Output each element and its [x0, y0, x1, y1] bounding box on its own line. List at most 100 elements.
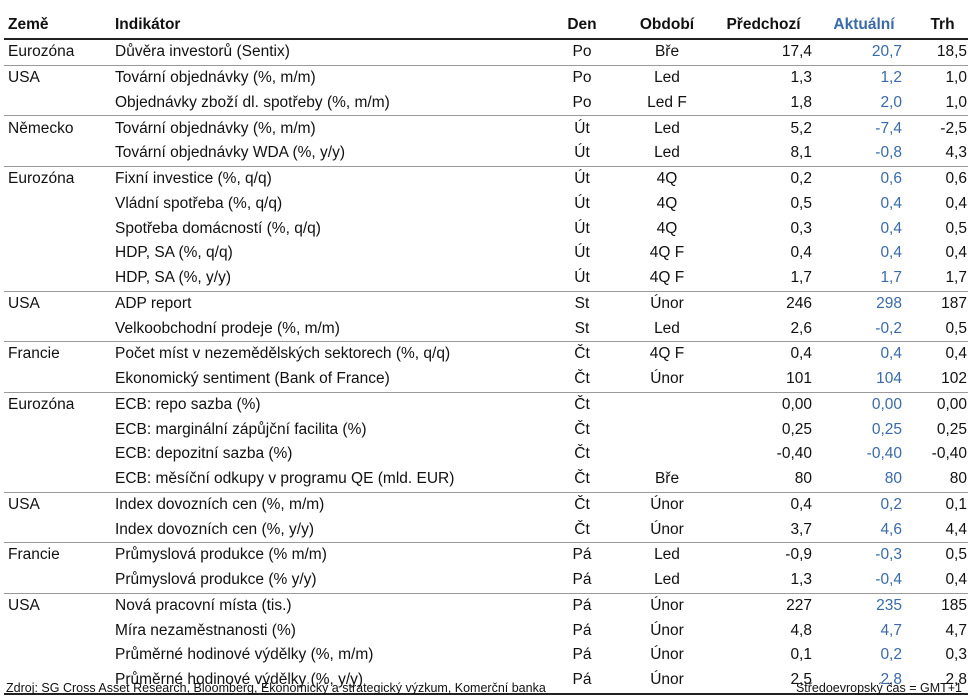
indicator-cell: Průmyslová produkce (% y/y): [113, 567, 543, 594]
actual-value: 0,4: [880, 194, 902, 212]
previous-value: 0,2: [790, 170, 812, 188]
market-value: 0,4: [945, 194, 967, 212]
country-cell: Eurozóna: [4, 39, 113, 66]
table-row: Vládní spotřeba (%, q/q) Út 4Q 0,5 0,4 0,4: [4, 192, 968, 217]
day-cell: Út: [543, 265, 621, 292]
table-row: Index dovozních cen (%, y/y) Čt Únor 3,7 4,6…: [4, 517, 968, 544]
day-cell: Čt: [574, 495, 590, 513]
day-cell: Čt: [574, 420, 590, 438]
day-cell: Čt: [574, 395, 590, 413]
table-header-row: Země Indikátor Den Období Předchozí Aktu…: [4, 12, 968, 40]
indicator-cell: Tovární objednávky WDA (%, y/y): [113, 141, 543, 167]
actual-value: -0,4: [814, 567, 914, 594]
indicator-cell: Index dovozních cen (%, m/m): [115, 495, 325, 513]
country-cell: [4, 618, 113, 643]
indicator-cell: ECB: repo sazba (%): [115, 395, 261, 413]
actual-value: -0,40: [866, 445, 902, 463]
actual-value: -0,3: [875, 546, 902, 564]
indicator-table: Země Indikátor Den Období Předchozí Aktu…: [4, 12, 968, 695]
period-cell: Únor: [650, 596, 684, 614]
country-cell: USA: [8, 69, 40, 87]
indicator-cell: Průmyslová produkce (% m/m): [115, 546, 327, 564]
indicator-cell: Průměrné hodinové výdělky (%, m/m): [115, 646, 374, 664]
day-cell: Pá: [572, 621, 592, 639]
actual-value: 0,2: [880, 646, 902, 664]
previous-value: 101: [713, 366, 814, 393]
table-row: Eurozóna Důvěra investorů (Sentix) Po Bře 17…: [4, 39, 968, 66]
day-cell: Po: [572, 69, 592, 87]
previous-value: 1,7: [713, 265, 814, 292]
table-row: USA Index dovozních cen (%, m/m) Čt Únor 0,4…: [4, 492, 968, 517]
country-cell: [4, 90, 113, 117]
market-value: 0,4: [914, 567, 968, 594]
day-cell: Čt: [543, 466, 621, 493]
period-cell: Led: [654, 546, 680, 564]
table-row: Průmyslová produkce (% y/y) Pá Led 1,3 -0,4 0…: [4, 567, 968, 594]
previous-value: 2,6: [713, 316, 814, 343]
day-cell: Út: [574, 219, 590, 237]
day-cell: Pá: [572, 546, 592, 564]
previous-value: 227: [786, 596, 812, 614]
market-value: 102: [914, 366, 968, 393]
day-cell: St: [574, 294, 590, 312]
market-value: 0,1: [945, 495, 967, 513]
actual-value: 0,00: [871, 395, 902, 413]
period-cell: 4Q: [656, 194, 678, 212]
day-cell: Pá: [543, 567, 621, 594]
table-row: Eurozóna ECB: repo sazba (%) Čt 0,00 0,00 0,0…: [4, 392, 968, 417]
indicator-cell: Tovární objednávky (%, m/m): [115, 119, 316, 137]
table-row: Spotřeba domácností (%, q/q) Út 4Q 0,3 0,4 0,…: [4, 216, 968, 241]
day-cell: Po: [543, 90, 621, 117]
period-cell: Led: [654, 119, 680, 137]
market-value: -0,40: [931, 445, 967, 463]
table-row: USA Tovární objednávky (%, m/m) Po Led 1,3 1,…: [4, 65, 968, 90]
economic-calendar: Země Indikátor Den Období Předchozí Aktu…: [4, 12, 968, 695]
actual-value: 4,6: [814, 517, 914, 544]
country-cell: [4, 192, 113, 217]
actual-value: 0,2: [880, 495, 902, 513]
indicator-cell: Počet míst v nezemědělských sektorech (%…: [115, 345, 451, 363]
previous-value: 0,4: [790, 495, 812, 513]
previous-value: 1,3: [790, 69, 812, 87]
country-cell: Německo: [8, 119, 74, 137]
day-cell: Čt: [543, 366, 621, 393]
country-cell: [4, 466, 113, 493]
previous-value: 0,4: [790, 244, 812, 262]
country-cell: Eurozóna: [8, 395, 75, 413]
market-value: 0,5: [945, 219, 967, 237]
period-cell: Bře: [621, 39, 713, 66]
table-row: Tovární objednávky WDA (%, y/y) Út Led 8,1-…: [4, 141, 968, 167]
market-value: 4,7: [945, 621, 967, 639]
day-cell: Čt: [574, 345, 590, 363]
table-row: Francie Počet míst v nezemědělských sekto…: [4, 342, 968, 367]
country-cell: [4, 517, 113, 544]
actual-value: 20,7: [814, 39, 914, 66]
previous-value: 0,00: [781, 395, 812, 413]
table-row: Ekonomický sentiment (Bank of France) Čt Ú…: [4, 366, 968, 393]
day-cell: Út: [574, 244, 590, 262]
day-cell: Út: [574, 119, 590, 137]
table-row: Průměrné hodinové výdělky (%, y/y) Pá Únor…: [4, 667, 968, 695]
period-cell: Bře: [621, 466, 713, 493]
table-row: Francie Průmyslová produkce (% m/m) Pá Led -…: [4, 543, 968, 568]
previous-value: 1,3: [713, 567, 814, 594]
source-note: Zdroj: SG Cross Asset Research, Bloomber…: [6, 681, 546, 695]
table-row: HDP, SA (%, y/y) Út 4Q F 1,7 1,7 1,7: [4, 265, 968, 292]
market-value: 4,3: [914, 141, 968, 167]
actual-value: 2,0: [814, 90, 914, 117]
country-cell: [4, 241, 113, 266]
period-cell: Led: [621, 316, 713, 343]
indicator-cell: ECB: měsíční odkupy v programu QE (mld. …: [113, 466, 543, 493]
table-row: Německo Tovární objednávky (%, m/m) Út Led 5…: [4, 116, 968, 141]
day-cell: Út: [574, 194, 590, 212]
country-cell: [4, 216, 113, 241]
country-cell: [4, 141, 113, 167]
indicator-cell: Důvěra investorů (Sentix): [113, 39, 543, 66]
market-value: 185: [941, 596, 967, 614]
header-previous: Předchozí: [713, 12, 814, 40]
country-cell: [4, 265, 113, 292]
indicator-cell: Fixní investice (%, q/q): [115, 170, 272, 188]
indicator-cell: ECB: marginální zápůjční facilita (%): [115, 420, 367, 438]
actual-value: -0,8: [814, 141, 914, 167]
period-cell: [621, 417, 713, 442]
